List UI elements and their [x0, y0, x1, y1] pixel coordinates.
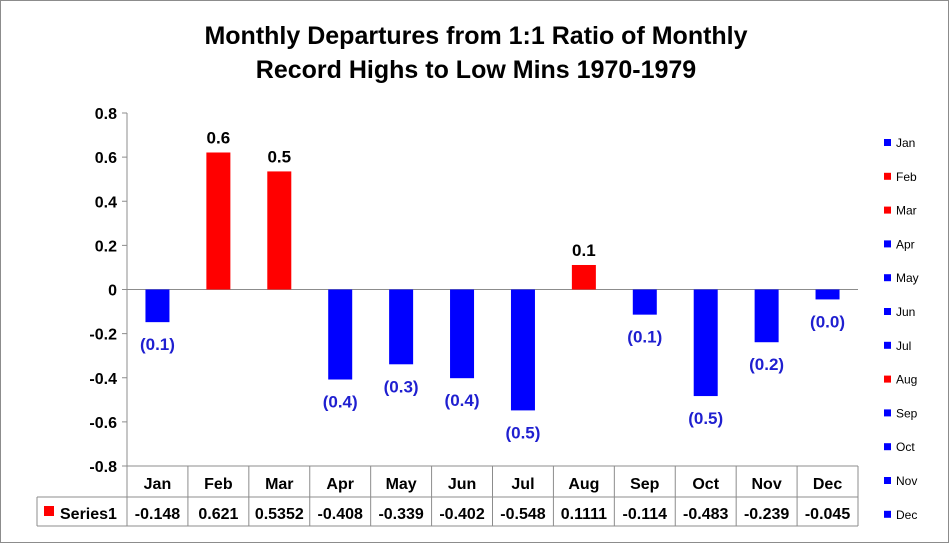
category-label-mar: Mar: [265, 476, 293, 493]
data-label: (0.0): [810, 312, 845, 331]
table-value-may: -0.339: [378, 506, 423, 523]
bar-jul: [510, 289, 535, 411]
table-value-aug: 0.1111: [561, 506, 607, 523]
bar-aug: [571, 264, 596, 290]
data-label: (0.4): [445, 391, 480, 410]
category-label-dec: Dec: [813, 476, 842, 493]
series-legend-key: [44, 506, 54, 516]
data-label: 0.5: [267, 147, 291, 166]
data-label: 0.1: [572, 241, 596, 260]
legend-key-apr: [884, 240, 891, 248]
legend-label-may: May: [896, 271, 919, 285]
chart-title-line-2: Record Highs to Low Mins 1970-1979: [255, 56, 697, 84]
bar-oct: [693, 289, 718, 397]
data-label: 0.6: [207, 128, 231, 147]
bar-nov: [754, 289, 779, 343]
category-label-oct: Oct: [692, 476, 719, 493]
legend-label-apr: Apr: [896, 237, 915, 251]
table-value-sep: -0.114: [623, 506, 668, 523]
y-tick-label: -0.6: [89, 415, 117, 432]
data-label: (0.3): [384, 377, 419, 396]
category-label-jan: Jan: [144, 476, 172, 493]
legend-label-sep: Sep: [896, 406, 918, 420]
data-label: (0.4): [323, 393, 358, 412]
table-value-feb: 0.621: [198, 506, 238, 523]
y-tick-label: 0.6: [95, 150, 117, 167]
table-value-jun: -0.402: [439, 506, 484, 523]
y-tick-label: -0.8: [89, 459, 117, 476]
y-tick-label: 0.8: [95, 106, 117, 123]
chart-title: Monthly Departures from 1:1 Ratio of Mon…: [81, 19, 871, 87]
legend-label-aug: Aug: [896, 373, 917, 387]
legend-label-jul: Jul: [896, 339, 911, 353]
legend-key-aug: [884, 375, 891, 383]
bar-apr: [328, 289, 353, 380]
table-value-jan: -0.148: [135, 506, 180, 523]
table-value-nov: -0.239: [744, 506, 789, 523]
data-label: (0.1): [627, 328, 662, 347]
category-label-sep: Sep: [630, 476, 660, 493]
data-label: (0.5): [505, 423, 540, 442]
series-name-label: Series1: [60, 506, 117, 523]
data-label: (0.5): [688, 409, 723, 428]
y-tick-label: 0: [108, 283, 117, 300]
table-value-dec: -0.045: [805, 506, 850, 523]
legend-label-jun: Jun: [896, 305, 915, 319]
chart-title-line-1: Monthly Departures from 1:1 Ratio of Mon…: [204, 22, 748, 50]
table-value-jul: -0.548: [500, 506, 545, 523]
bar-feb: [206, 152, 231, 290]
bar-jun: [450, 289, 475, 379]
table-value-mar: 0.5352: [255, 506, 304, 523]
data-label: (0.1): [140, 335, 175, 354]
y-tick-label: 0.4: [95, 194, 117, 211]
legend-key-dec: [884, 510, 891, 518]
category-label-may: May: [386, 476, 417, 493]
bar-sep: [632, 289, 657, 315]
table-value-oct: -0.483: [683, 506, 728, 523]
category-label-apr: Apr: [326, 476, 354, 493]
legend-key-oct: [884, 443, 891, 451]
legend-key-feb: [884, 172, 891, 180]
legend-label-feb: Feb: [896, 170, 917, 184]
legend-key-jul: [884, 341, 891, 349]
category-label-jul: Jul: [511, 476, 534, 493]
y-tick-label: -0.4: [89, 371, 117, 388]
y-tick-label: -0.2: [89, 327, 117, 344]
data-label: (0.2): [749, 355, 784, 374]
legend-label-dec: Dec: [896, 508, 917, 522]
legend-label-nov: Nov: [896, 474, 917, 488]
legend-key-jan: [884, 139, 891, 146]
category-label-feb: Feb: [204, 476, 233, 493]
legend-key-may: [884, 274, 891, 282]
bar-dec: [815, 289, 840, 300]
bar-jan: [145, 289, 170, 323]
legend-label-jan: Jan: [896, 136, 915, 150]
y-tick-label: 0.2: [95, 238, 117, 255]
legend-key-jun: [884, 308, 891, 315]
legend-key-sep: [884, 409, 891, 417]
bar-may: [389, 289, 414, 365]
legend-label-oct: Oct: [896, 440, 915, 454]
category-label-aug: Aug: [568, 476, 599, 493]
legend-key-mar: [884, 206, 891, 214]
legend-label-mar: Mar: [896, 204, 917, 218]
bar-mar: [267, 171, 292, 290]
legend-key-nov: [884, 477, 891, 484]
category-label-jun: Jun: [448, 476, 476, 493]
category-label-nov: Nov: [752, 476, 782, 493]
table-value-apr: -0.408: [318, 506, 363, 523]
